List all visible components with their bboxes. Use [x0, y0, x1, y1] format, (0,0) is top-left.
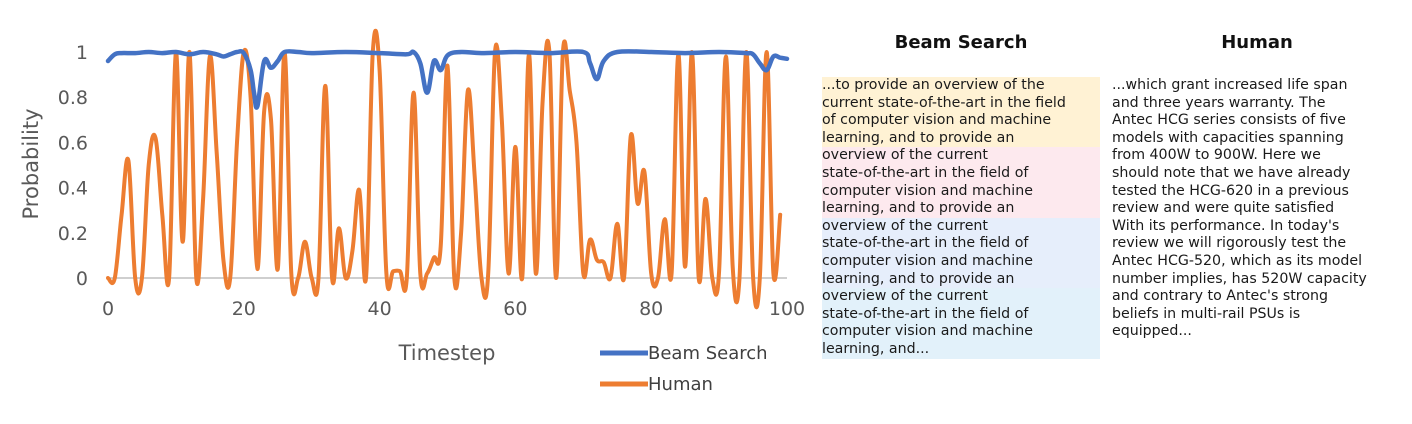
human-line: equipped... — [1112, 323, 1192, 340]
beam-search-line: state-of-the-art in the field of — [822, 164, 1100, 183]
x-tick-label: 80 — [639, 298, 663, 320]
y-tick-label: 0.2 — [58, 223, 88, 245]
human-line: tested the HCG-620 in a previous — [1112, 182, 1349, 199]
beam-search-line: computer vision and machine — [822, 182, 1100, 201]
beam-search-line: overview of the current — [822, 217, 1100, 236]
beam-search-line: of computer vision and machine — [822, 112, 1100, 130]
beam-search-line: overview of the current — [822, 288, 1100, 306]
beam-search-line: computer vision and machine — [822, 252, 1100, 271]
series-layer — [105, 28, 790, 310]
y-tick-label: 1 — [76, 42, 88, 64]
human-line: review we will rigorously test the — [1112, 235, 1347, 252]
beam-search-line: computer vision and machine — [822, 323, 1100, 341]
y-axis-label: Probability — [19, 108, 43, 219]
x-axis-label: Timestep — [398, 341, 496, 365]
beam-search-line: learning, and to provide an — [822, 200, 1100, 218]
legend: Beam Search Human — [600, 343, 768, 395]
x-tick-label: 40 — [368, 298, 392, 320]
y-tick-label: 0.6 — [58, 132, 88, 154]
human-text-panel: Human ...which grant increased life span… — [1112, 32, 1402, 341]
x-tick-label: 100 — [769, 298, 805, 320]
human-line: from 400W to 900W. Here we — [1112, 147, 1321, 164]
human-line: Antec HCG-520, which as its model — [1112, 252, 1363, 269]
human-panel-title: Human — [1221, 32, 1293, 53]
beam-search-line: learning, and... — [822, 340, 1100, 359]
y-tick-label: 0.4 — [58, 178, 88, 200]
human-line: beliefs in multi-rail PSUs is — [1112, 305, 1301, 322]
beam-search-line: learning, and to provide an — [822, 129, 1100, 148]
legend-label-human: Human — [648, 374, 713, 395]
human-line: and three years warranty. The — [1112, 94, 1326, 111]
human-line: ...which grant increased life span — [1112, 77, 1348, 93]
beam-search-line: ...to provide an overview of the — [822, 77, 1100, 95]
beam-search-panel-title: Beam Search — [894, 32, 1028, 53]
human-line: Antec HCG series consists of five — [1112, 112, 1346, 129]
x-tick-label: 60 — [503, 298, 527, 320]
human-line: and contrary to Antec's strong — [1112, 288, 1328, 305]
x-tick-label: 20 — [232, 298, 256, 320]
legend-label-beam-search: Beam Search — [648, 343, 768, 364]
beam-search-line: overview of the current — [822, 147, 1100, 165]
series-line-human — [106, 28, 783, 310]
human-line: With its performance. In today's — [1112, 217, 1340, 234]
human-line: should note that we have already — [1112, 164, 1351, 181]
human-text: ...which grant increased life span and th… — [1112, 77, 1402, 341]
human-line: review and were quite satisfied — [1112, 200, 1335, 217]
probability-line-chart: 00.20.40.60.81 0 20 40 60 80 100 Probability … — [19, 28, 805, 395]
x-tick-label: 0 — [102, 298, 114, 320]
x-tick-labels: 0 20 40 60 80 100 — [102, 298, 805, 320]
beam-search-line: state-of-the-art in the field of — [822, 235, 1100, 253]
beam-search-line: current state-of-the-art in the field — [822, 94, 1100, 113]
y-tick-label: 0.8 — [58, 87, 88, 109]
beam-search-line: learning, and to provide an — [822, 270, 1100, 289]
y-tick-label: 0 — [76, 268, 88, 290]
beam-search-line: state-of-the-art in the field of — [822, 305, 1100, 324]
beam-search-text-panel: Beam Search ...to provide an overview of… — [822, 32, 1100, 359]
human-line: number implies, has 520W capacity — [1112, 270, 1367, 287]
y-tick-labels: 0 0.2 0.4 0.6 0.8 1 — [58, 42, 88, 290]
human-line: models with capacities spanning — [1112, 129, 1344, 146]
series-line-beam-search — [105, 48, 790, 110]
beam-search-text: ...to provide an overview of the current … — [822, 77, 1100, 359]
